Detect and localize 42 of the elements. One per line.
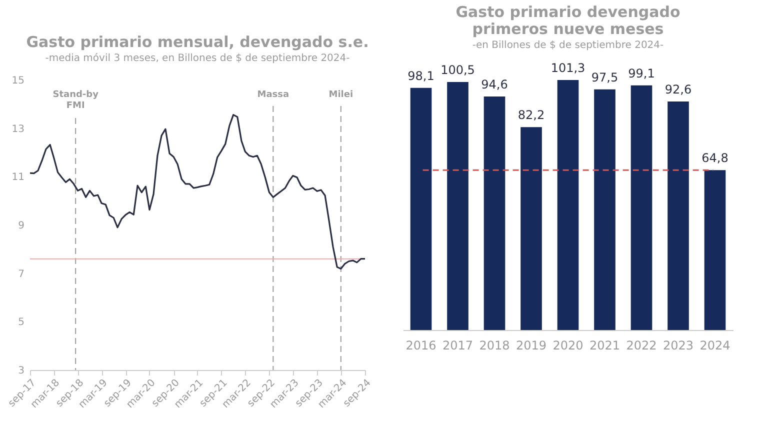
x-tick-label: 2017 — [442, 338, 474, 352]
data-label: 64,8 — [702, 151, 728, 166]
bar — [630, 85, 652, 330]
bar — [594, 89, 616, 330]
data-label: 94,6 — [481, 78, 508, 92]
bar — [410, 88, 432, 330]
x-tick-label: 2024 — [700, 338, 730, 352]
x-tick-label: 2018 — [479, 338, 510, 352]
data-label: 98,1 — [408, 68, 434, 83]
bar — [557, 80, 579, 330]
y-tick-label: 11 — [12, 172, 24, 184]
bar — [520, 127, 542, 330]
y-tick-label: 13 — [12, 124, 24, 135]
ref-line-label: Milei — [328, 90, 354, 100]
bar — [447, 82, 468, 330]
x-tick-label: 2020 — [552, 338, 584, 352]
line-series — [30, 114, 365, 270]
x-tick-label: 2016 — [406, 338, 436, 352]
chart-title: Gasto primario devengado primeros nueve meses — [456, 3, 680, 38]
data-label: 82,2 — [518, 108, 545, 122]
ref-line-label: Stand-by FMI — [52, 90, 99, 111]
data-label: 97,5 — [591, 70, 618, 84]
bar — [484, 96, 506, 330]
y-tick-label: 15 — [12, 76, 24, 86]
x-tick-label: 2021 — [589, 338, 620, 352]
data-label: 92,6 — [664, 82, 692, 96]
bar — [704, 170, 726, 330]
chart-title: Gasto primario mensual, devengado s.e. — [26, 33, 369, 51]
x-tick-label: 2023 — [662, 338, 694, 352]
x-tick-label: 2019 — [516, 338, 547, 352]
bar — [668, 101, 689, 330]
y-tick-label: 9 — [18, 220, 24, 232]
y-tick-label: 7 — [18, 268, 24, 280]
y-tick-label: 3 — [18, 366, 24, 376]
x-tick-label: 2022 — [626, 338, 657, 352]
chart-subtitle: -media móvil 3 meses, en Billones de $ de septiembre 2024- — [45, 53, 350, 64]
data-label: 99,1 — [628, 66, 655, 80]
chart-subtitle: -en Billones de $ de septiembre 2024- — [472, 40, 664, 51]
data-label: 100,5 — [440, 62, 475, 77]
y-tick-label: 5 — [18, 317, 24, 328]
ref-line-label: Massa — [257, 90, 290, 100]
data-label: 101,3 — [550, 61, 586, 75]
